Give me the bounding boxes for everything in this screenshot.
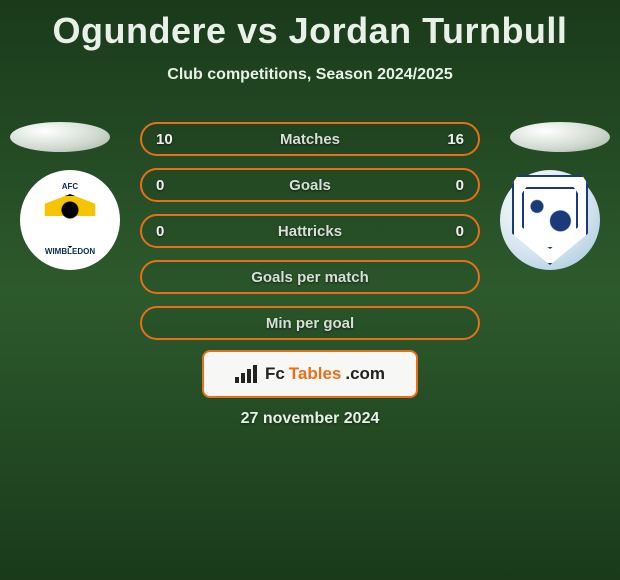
stat-value-left: 0	[156, 223, 180, 240]
stat-row: 10 Matches 16	[140, 122, 480, 156]
stat-label: Hattricks	[180, 223, 440, 240]
stat-row: Min per goal	[140, 306, 480, 340]
club-badge-left: AFC WIMBLEDON	[20, 170, 120, 270]
brand-box[interactable]: FcTables.com	[202, 350, 418, 398]
stat-value-right: 16	[440, 131, 464, 148]
page-title: Ogundere vs Jordan Turnbull	[0, 0, 620, 52]
stat-value-right: 0	[440, 223, 464, 240]
player-avatar-right	[510, 122, 610, 152]
stat-label: Matches	[180, 131, 440, 148]
brand-fc: Fc	[265, 364, 285, 384]
stat-row: 0 Hattricks 0	[140, 214, 480, 248]
stat-value-left: 10	[156, 131, 180, 148]
date-line: 27 november 2024	[0, 410, 620, 428]
brand-tables: Tables	[289, 364, 342, 384]
player-avatar-left	[10, 122, 110, 152]
club-badge-right	[500, 170, 600, 270]
subtitle: Club competitions, Season 2024/2025	[0, 66, 620, 84]
bars-chart-icon	[235, 365, 257, 383]
stat-value-right: 0	[440, 177, 464, 194]
stat-label: Goals per match	[180, 269, 440, 286]
stat-label: Goals	[180, 177, 440, 194]
stats-table: 10 Matches 16 0 Goals 0 0 Hattricks 0 Go…	[140, 122, 480, 352]
brand-com: .com	[345, 364, 385, 384]
stat-row: 0 Goals 0	[140, 168, 480, 202]
stat-value-left: 0	[156, 177, 180, 194]
crest-afc-wimbledon-icon: AFC WIMBLEDON	[30, 180, 110, 260]
crest-tranmere-icon	[512, 175, 588, 265]
crest-text-top: AFC	[30, 182, 110, 191]
crest-text-bot: WIMBLEDON	[30, 247, 110, 256]
stat-label: Min per goal	[180, 315, 440, 332]
stat-row: Goals per match	[140, 260, 480, 294]
